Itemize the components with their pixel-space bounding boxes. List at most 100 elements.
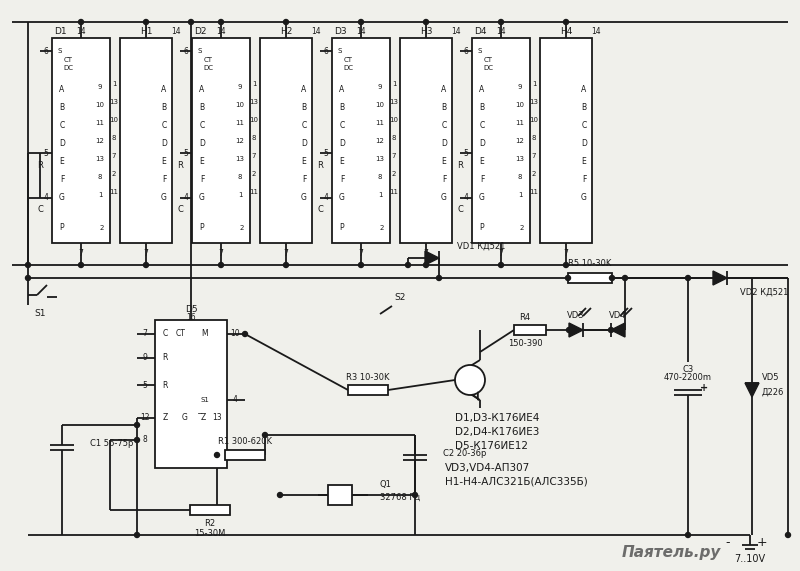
Circle shape (78, 263, 83, 267)
Text: D: D (581, 139, 587, 148)
Text: 7: 7 (563, 248, 569, 258)
Text: C2 20-36p: C2 20-36p (443, 448, 486, 457)
Text: A: A (302, 86, 306, 94)
Text: 9: 9 (98, 84, 102, 90)
Bar (52, 38, 110, 243)
Circle shape (413, 493, 418, 497)
Text: 13: 13 (375, 156, 385, 162)
Text: 13: 13 (390, 99, 398, 105)
Text: 2: 2 (100, 225, 104, 231)
Text: Паятель.ру: Паятель.ру (622, 545, 722, 560)
Text: 10: 10 (250, 117, 258, 123)
Text: C: C (302, 122, 306, 131)
Text: 11: 11 (390, 189, 398, 195)
Text: F: F (302, 175, 306, 184)
Text: D4: D4 (474, 26, 486, 35)
Text: G: G (59, 194, 65, 203)
Text: B: B (479, 103, 485, 112)
Text: 1: 1 (112, 81, 116, 87)
Text: 13: 13 (250, 99, 258, 105)
Circle shape (610, 275, 614, 280)
Text: 8: 8 (252, 135, 256, 141)
Text: 9: 9 (142, 353, 147, 363)
Text: H1-H4-АЛС321Б(АЛС335Б): H1-H4-АЛС321Б(АЛС335Б) (445, 477, 588, 487)
Polygon shape (611, 323, 625, 337)
Text: S1: S1 (34, 308, 46, 317)
Text: 10: 10 (95, 102, 105, 108)
Text: 7: 7 (143, 248, 149, 258)
Text: B: B (199, 103, 205, 112)
Text: E: E (442, 158, 446, 167)
Text: CT: CT (483, 57, 493, 63)
Text: R2: R2 (205, 520, 215, 529)
Text: 1: 1 (532, 81, 536, 87)
Text: F: F (60, 175, 64, 184)
Text: 32768 Гц: 32768 Гц (380, 493, 420, 501)
Text: F: F (442, 175, 446, 184)
Text: B: B (442, 103, 446, 112)
Text: G: G (182, 413, 188, 423)
Text: C: C (457, 206, 463, 215)
Text: H1: H1 (140, 26, 152, 35)
Text: 11: 11 (95, 120, 105, 126)
Text: 8: 8 (378, 174, 382, 180)
Text: 1: 1 (98, 192, 102, 198)
Text: 4: 4 (463, 194, 469, 203)
Text: D2,D4-К176ИЕ3: D2,D4-К176ИЕ3 (455, 427, 539, 437)
Text: 2: 2 (520, 225, 524, 231)
Text: VD2 КД521: VD2 КД521 (740, 288, 788, 296)
Text: R: R (162, 380, 168, 389)
Text: D3: D3 (334, 26, 346, 35)
Text: S: S (338, 48, 342, 54)
Text: F: F (162, 175, 166, 184)
Bar (348, 385, 388, 395)
Text: 2: 2 (532, 171, 536, 177)
Text: B: B (302, 103, 306, 112)
Text: 12: 12 (95, 138, 105, 144)
Polygon shape (745, 383, 759, 397)
Bar (260, 38, 312, 243)
Text: 1: 1 (238, 192, 242, 198)
Text: 10: 10 (235, 102, 245, 108)
Text: F: F (200, 175, 204, 184)
Text: 5: 5 (323, 148, 329, 158)
Circle shape (143, 19, 149, 25)
Text: A: A (442, 86, 446, 94)
Circle shape (26, 263, 30, 267)
Bar (225, 450, 265, 460)
Circle shape (218, 19, 223, 25)
Text: CT: CT (343, 57, 353, 63)
Text: D5-К176ИЕ12: D5-К176ИЕ12 (455, 441, 528, 451)
Text: E: E (60, 158, 64, 167)
Text: D1: D1 (54, 26, 66, 35)
Text: E: E (162, 158, 166, 167)
Text: D: D (301, 139, 307, 148)
Text: 5: 5 (142, 380, 147, 389)
Text: G: G (339, 194, 345, 203)
Text: +: + (700, 383, 708, 393)
Text: 12: 12 (375, 138, 385, 144)
Text: S: S (198, 48, 202, 54)
Text: 6: 6 (183, 46, 189, 55)
Circle shape (218, 263, 223, 267)
Text: DC: DC (63, 65, 73, 71)
Text: 9: 9 (518, 84, 522, 90)
Text: A: A (59, 86, 65, 94)
Text: 10: 10 (530, 117, 538, 123)
Text: 12: 12 (235, 138, 245, 144)
Text: H3: H3 (420, 26, 432, 35)
Text: 2: 2 (240, 225, 244, 231)
Text: 14: 14 (216, 26, 226, 35)
Text: E: E (200, 158, 204, 167)
Circle shape (242, 332, 247, 336)
Text: DC: DC (343, 65, 353, 71)
Text: 14: 14 (311, 26, 321, 35)
Circle shape (609, 328, 614, 332)
Circle shape (278, 493, 282, 497)
Text: VD1 КД521: VD1 КД521 (457, 242, 506, 251)
Text: 7: 7 (218, 248, 223, 258)
Text: 5: 5 (183, 148, 189, 158)
Text: 6: 6 (463, 46, 469, 55)
Circle shape (686, 275, 690, 280)
Text: 16: 16 (186, 313, 196, 323)
